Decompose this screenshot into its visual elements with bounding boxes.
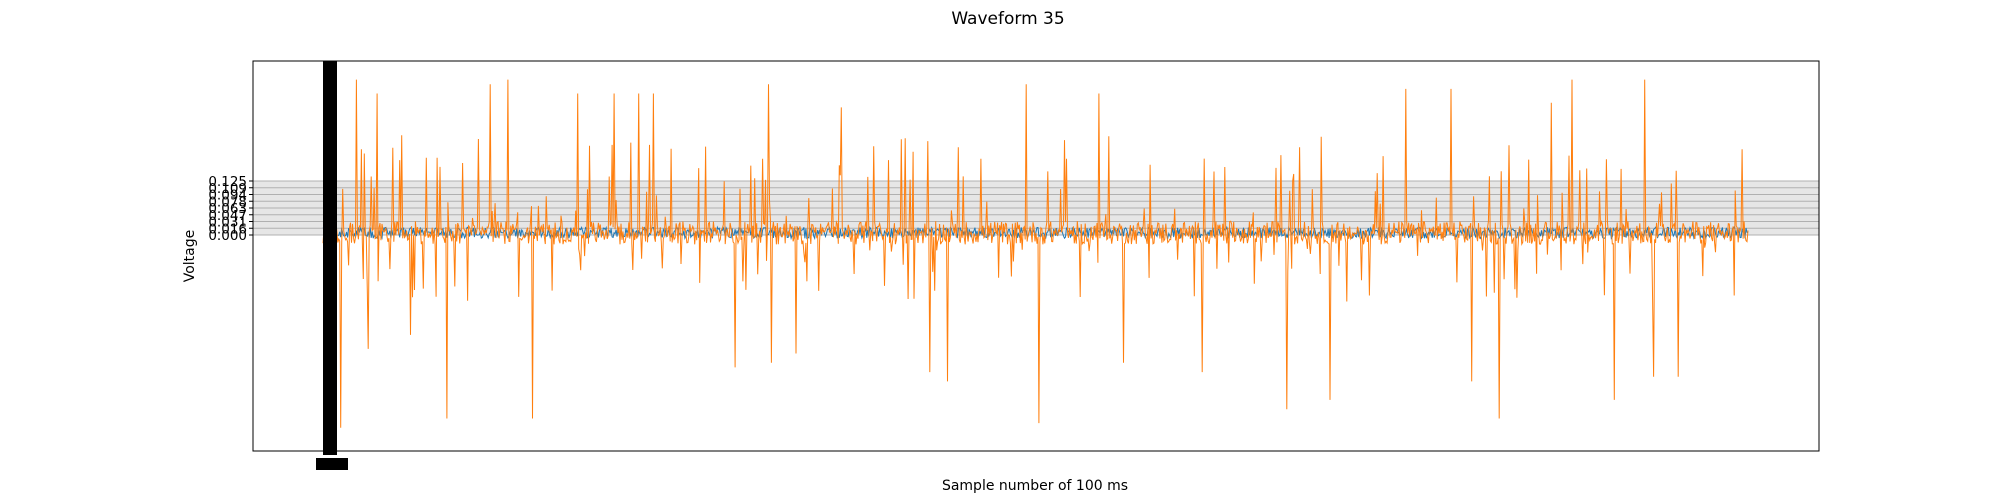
- x-tick-labels-block: [316, 458, 348, 470]
- y-gridlines: [253, 180, 1819, 236]
- x-axis-label: Sample number of 100 ms: [942, 478, 1128, 494]
- plot-frame: [252, 60, 1820, 452]
- y-tick-label: 0.000: [208, 228, 247, 244]
- series-layer: [322, 79, 1749, 428]
- series-line-2: [322, 79, 1749, 428]
- y-tick-label: 0.109: [208, 181, 247, 197]
- chart-title: Waveform 35: [951, 9, 1064, 29]
- y-tick-label: 0.125: [208, 174, 247, 190]
- y-tick-label: 0.031: [208, 215, 247, 231]
- y-tick-label: 0.078: [208, 194, 247, 210]
- y-axis-label: Voltage: [182, 230, 198, 283]
- y-tick-label: 0.016: [208, 221, 247, 237]
- x-tick-marks-block: [323, 61, 337, 455]
- y-tick-label: 0.047: [208, 208, 247, 224]
- y-tick-label: 0.063: [208, 201, 247, 217]
- y-tick-label: 0.094: [208, 188, 247, 204]
- y-tick-layer: 0.0000.0160.0310.0470.0630.0780.0940.109…: [208, 174, 253, 244]
